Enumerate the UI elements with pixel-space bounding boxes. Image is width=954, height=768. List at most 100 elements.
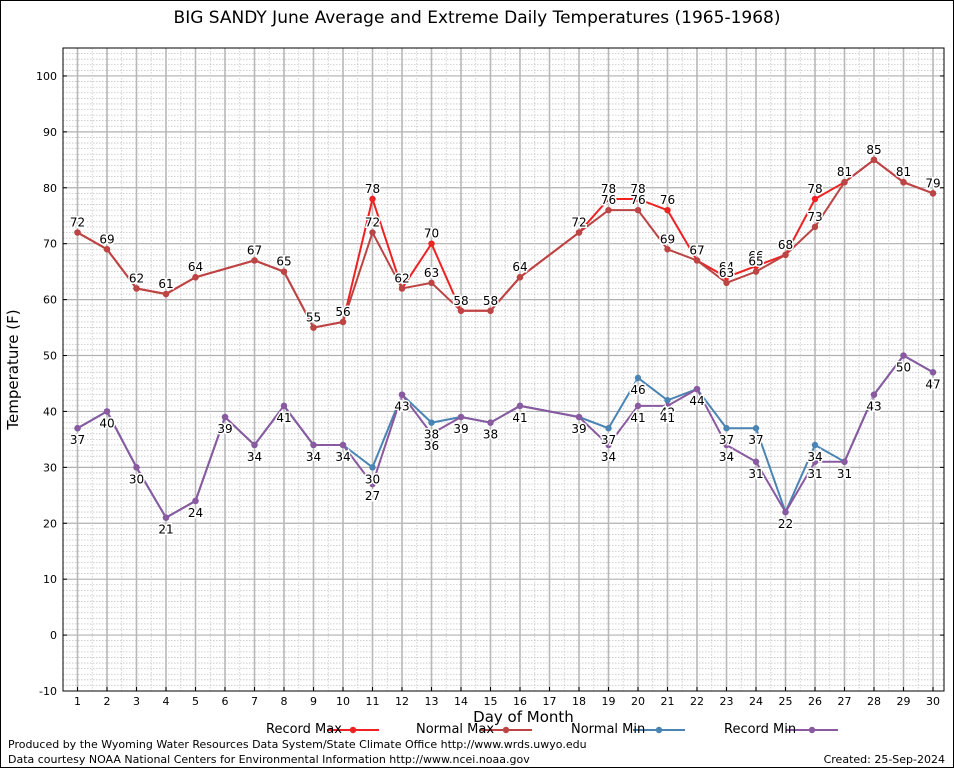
normal-min-point	[752, 425, 760, 432]
record-min-point	[900, 352, 907, 359]
footer-created: Created: 25-Sep-2024	[823, 753, 945, 766]
data-label-max: 79	[925, 176, 940, 190]
normal-max-point	[634, 206, 642, 214]
x-tick-label: 6	[222, 695, 229, 708]
record-min-point	[133, 464, 140, 471]
data-label-min: 41	[660, 411, 675, 425]
normal-max-point	[162, 290, 170, 298]
normal-max-point	[133, 285, 140, 292]
data-label-max: 69	[99, 232, 114, 246]
normal-max-point	[428, 279, 435, 287]
legend-normal-max-label: Normal Max	[416, 722, 495, 737]
record-min-point	[664, 402, 671, 410]
record-max-point	[428, 240, 435, 247]
x-tick-label: 4	[163, 695, 170, 708]
y-tick-label: 10	[43, 573, 57, 586]
record-min-point	[221, 413, 229, 421]
data-label-min: 50	[896, 361, 911, 375]
data-label-min: 34	[247, 450, 262, 464]
data-label-min: 30	[129, 472, 144, 486]
x-tick-label: 8	[281, 695, 288, 708]
legend-normal-min-marker	[655, 726, 663, 734]
record-min-point	[369, 480, 376, 488]
record-min-point	[310, 441, 317, 449]
data-label-max: 67	[689, 243, 704, 257]
data-label-max: 55	[306, 311, 321, 325]
data-label-min: 31	[837, 467, 852, 481]
record-min-point	[575, 413, 583, 421]
normal-max-point	[693, 257, 701, 264]
record-max-point	[752, 262, 760, 270]
data-label-max: 61	[158, 277, 173, 291]
y-tick-label: 20	[43, 517, 57, 530]
record-max-point	[664, 206, 671, 214]
normal-max-point	[339, 318, 347, 326]
record-min-point	[280, 402, 288, 410]
data-label-max: 81	[896, 165, 911, 179]
normal-max-line	[77, 158, 934, 329]
y-tick-label: 40	[43, 405, 57, 418]
x-tick-label: 27	[838, 695, 852, 708]
data-label-min: 34	[719, 450, 734, 464]
chart-title: BIG SANDY June Average and Extreme Daily…	[173, 8, 781, 28]
data-label-max: 72	[365, 216, 380, 230]
record-min-point	[605, 441, 612, 449]
record-min-point	[870, 391, 878, 398]
x-tick-label: 15	[484, 695, 498, 708]
normal-max-point	[74, 229, 81, 236]
data-label-max: 62	[394, 271, 409, 285]
normal-max-point	[900, 178, 907, 186]
data-label-min: 41	[276, 411, 291, 425]
data-label-min: 34	[807, 450, 822, 464]
plot-area	[63, 48, 944, 691]
normal-max-point	[280, 268, 288, 275]
data-label-min: 21	[158, 523, 173, 537]
data-label-max: 66	[748, 249, 763, 263]
record-min-point	[457, 413, 465, 421]
data-label-max: 76	[630, 193, 645, 207]
data-label-max: 65	[748, 255, 763, 269]
data-label-max: 78	[365, 182, 380, 196]
normal-max-point	[369, 229, 376, 236]
plot-border	[62, 47, 945, 692]
record-min-point	[841, 458, 848, 465]
y-tick-label: 90	[43, 126, 57, 139]
normal-min-point	[811, 441, 819, 449]
record-max-point	[634, 195, 642, 203]
data-label-max: 65	[276, 255, 291, 269]
normal-min-point	[605, 425, 612, 432]
normal-max-point	[870, 156, 878, 164]
normal-max-point	[251, 257, 258, 264]
data-label-max: 73	[807, 210, 822, 224]
footer-produced-by: Produced by the Wyoming Water Resources …	[8, 738, 587, 751]
x-tick-label: 23	[720, 695, 734, 708]
normal-max-point	[192, 274, 199, 281]
data-label-max: 76	[601, 193, 616, 207]
x-tick-label: 30	[926, 695, 940, 708]
normal-max-point	[487, 307, 494, 314]
x-tick-label: 2	[104, 695, 111, 708]
normal-max-point	[516, 274, 524, 281]
data-label-max: 62	[129, 271, 144, 285]
x-tick-label: 14	[454, 695, 468, 708]
data-label-min: 41	[630, 411, 645, 425]
record-min-point	[782, 508, 789, 516]
data-label-max: 85	[866, 143, 881, 157]
record-min-point	[811, 458, 819, 465]
data-label-max: 63	[424, 266, 439, 280]
y-tick-label: 0	[50, 629, 57, 642]
y-tick-label: 50	[43, 350, 57, 363]
record-min-point	[693, 385, 701, 393]
data-label-min: 39	[217, 422, 232, 436]
legend-record-max-label: Record Max	[266, 722, 342, 737]
data-label-max: 69	[660, 232, 675, 246]
data-label-min: 44	[689, 394, 704, 408]
record-min-point	[192, 497, 199, 505]
normal-max-point	[723, 279, 730, 287]
data-label-min: 34	[306, 450, 321, 464]
x-tick-label: 12	[395, 695, 409, 708]
normal-max-point	[605, 206, 612, 214]
x-tick-label: 5	[192, 695, 199, 708]
data-label-min: 39	[453, 422, 468, 436]
